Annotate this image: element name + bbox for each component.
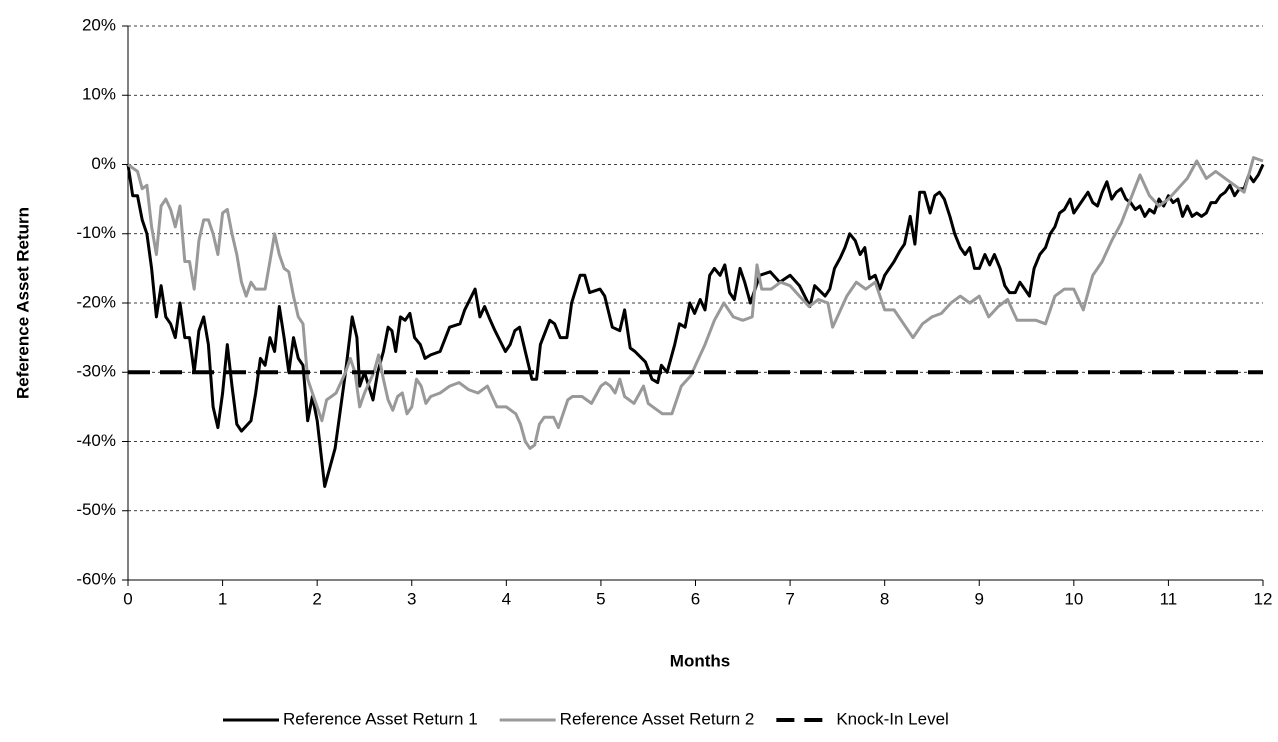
y-tick-label: 0% — [91, 154, 116, 173]
legend-label: Reference Asset Return 1 — [283, 709, 478, 728]
x-tick-label: 7 — [785, 589, 794, 608]
y-tick-label: -30% — [76, 362, 116, 381]
x-axis-label: Months — [670, 651, 730, 670]
series-line — [126, 163, 1265, 488]
legend-label: Knock-In Level — [836, 709, 948, 728]
y-tick-label: -50% — [76, 500, 116, 519]
y-tick-label: -20% — [76, 292, 116, 311]
series-line — [127, 156, 1264, 450]
y-tick-label: -40% — [76, 431, 116, 450]
x-tick-label: 11 — [1160, 589, 1178, 608]
x-tick-label: 5 — [596, 589, 605, 608]
x-tick-label: 4 — [502, 589, 511, 608]
x-tick-label: 0 — [123, 589, 132, 608]
y-tick-label: 20% — [82, 15, 116, 34]
x-tick-label: 9 — [975, 589, 984, 608]
legend-label: Reference Asset Return 2 — [560, 709, 755, 728]
x-tick-label: 3 — [407, 589, 416, 608]
x-tick-label: 10 — [1064, 589, 1083, 608]
x-tick-label: 1 — [218, 589, 227, 608]
y-tick-label: 10% — [82, 85, 116, 104]
x-tick-label: 8 — [880, 589, 889, 608]
y-tick-label: -10% — [76, 223, 116, 242]
x-tick-label: 12 — [1254, 589, 1273, 608]
y-axis-label: Reference Asset Return — [13, 207, 32, 399]
y-tick-label: -60% — [76, 569, 116, 588]
x-tick-label: 6 — [691, 589, 700, 608]
x-tick-label: 2 — [312, 589, 321, 608]
